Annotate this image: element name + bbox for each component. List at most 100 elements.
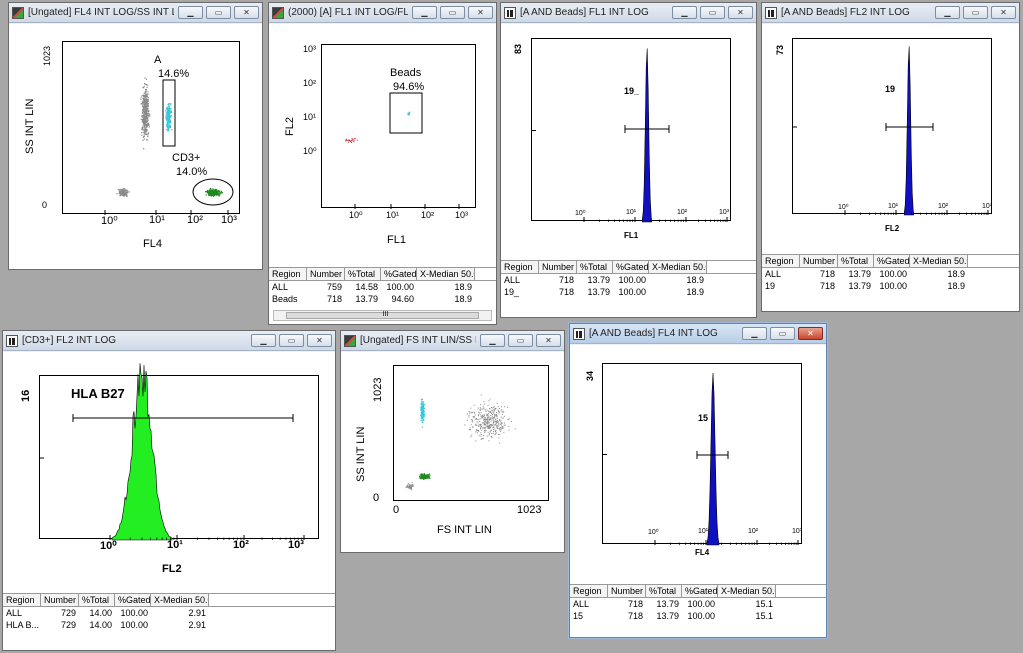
gate-a-event-dot [170, 120, 172, 122]
stats-row[interactable]: ALL 759 14.58 100.00 18.9 [269, 281, 496, 293]
x-axis-label: FL4 [695, 548, 710, 557]
gate-a-event-dot [422, 413, 424, 415]
window-fs-ss-dotplot[interactable]: [Ungated] FS INT LIN/SS INT L... ▁ ▭ ✕ S… [340, 330, 565, 553]
fs-ss-event-dot [500, 423, 502, 424]
fs-ss-event-dot [497, 424, 499, 426]
ss-event-dot [145, 117, 148, 120]
fs-ss-event-dot [501, 427, 503, 429]
plot-area: 10³ 10² 10¹ 10⁰ FL2 10⁰ 10¹ 10² 10³ FL1 … [269, 24, 496, 324]
fs-ss-event-dot [470, 424, 472, 426]
debris-event-dot [411, 484, 413, 486]
fs-ss-event-dot [470, 407, 472, 409]
close-button[interactable]: ✕ [468, 6, 493, 19]
ss-event-dot [145, 111, 147, 113]
window-fl2-histogram[interactable]: [A AND Beads] FL2 INT LOG ▁ ▭ ✕ 73 19 10… [761, 2, 1020, 312]
fs-ss-event-dot [504, 422, 506, 424]
close-button[interactable]: ✕ [307, 334, 332, 347]
gate-a-event-dot [423, 411, 426, 413]
minimize-button[interactable]: ▁ [412, 6, 437, 19]
dotplot-frame[interactable] [62, 41, 240, 215]
gate-a-pct: 14.6% [158, 68, 190, 80]
fs-ss-event-dot [470, 411, 472, 413]
minimize-button[interactable]: ▁ [251, 334, 276, 347]
stats-cell: 718 [627, 611, 643, 621]
title-bar[interactable]: (2000) [A] FL1 INT LOG/FL2 INT... ▁ ▭ ✕ [269, 3, 496, 23]
ss-event-dot [144, 77, 146, 79]
maximize-button[interactable]: ▭ [508, 334, 533, 347]
window-fl4-ss-dotplot[interactable]: [Ungated] FL4 INT LOG/SS INT LIN ▁ ▭ ✕ S… [8, 2, 263, 270]
scrollbar-thumb[interactable]: III [286, 311, 479, 319]
histogram-frame[interactable] [39, 363, 319, 541]
histogram-frame[interactable] [602, 363, 802, 546]
title-bar[interactable]: [Ungated] FL4 INT LOG/SS INT LIN ▁ ▭ ✕ [9, 3, 262, 23]
stats-row[interactable]: ALL 718 13.79 100.00 18.9 [762, 268, 1019, 280]
gate-a-event-dot [421, 401, 423, 403]
fs-ss-event-dot [496, 422, 498, 424]
histogram-frame[interactable] [531, 38, 731, 223]
fs-ss-event-dot [495, 414, 497, 416]
window-fl1-fl2-dotplot[interactable]: (2000) [A] FL1 INT LOG/FL2 INT... ▁ ▭ ✕ … [268, 2, 497, 325]
stats-header-cell: %Total [646, 585, 682, 597]
window-title: (2000) [A] FL1 INT LOG/FL2 INT... [288, 7, 408, 18]
maximize-button[interactable]: ▭ [440, 6, 465, 19]
fs-ss-event-dot [488, 422, 490, 424]
minimize-button[interactable]: ▁ [935, 6, 960, 19]
title-bar[interactable]: [A AND Beads] FL2 INT LOG ▁ ▭ ✕ [762, 3, 1019, 23]
window-fl4-histogram[interactable]: [A AND Beads] FL4 INT LOG ▁ ▭ ✕ 34 15 10… [569, 323, 827, 638]
window-cd3-fl2-histogram[interactable]: [CD3+] FL2 INT LOG ▁ ▭ ✕ 16 HLA B27 10⁰ … [2, 330, 336, 651]
stats-row[interactable]: ALL 718 13.79 100.00 15.1 [570, 598, 826, 610]
title-bar[interactable]: [A AND Beads] FL1 INT LOG ▁ ▭ ✕ [501, 3, 756, 23]
minimize-button[interactable]: ▁ [742, 327, 767, 340]
gate-a-event-dot [422, 411, 424, 413]
fs-ss-event-dot [484, 423, 486, 425]
title-bar[interactable]: [A AND Beads] FL4 INT LOG ▁ ▭ ✕ [570, 324, 826, 344]
stats-row[interactable]: 15 718 13.79 100.00 15.1 [570, 610, 826, 622]
gate-a-event-dot [166, 123, 168, 125]
maximize-button[interactable]: ▭ [963, 6, 988, 19]
stats-header-cell: %Total [577, 261, 613, 273]
gate-a-event-dot [168, 126, 170, 128]
title-bar[interactable]: [CD3+] FL2 INT LOG ▁ ▭ ✕ [3, 331, 335, 351]
close-button[interactable]: ✕ [536, 334, 561, 347]
maximize-button[interactable]: ▭ [206, 6, 231, 19]
gate-a-event-dot [420, 407, 422, 409]
fs-ss-event-dot [494, 414, 496, 415]
stats-row[interactable]: HLA B... 729 14.00 100.00 2.91 [3, 619, 335, 631]
maximize-button[interactable]: ▭ [279, 334, 304, 347]
stats-row[interactable]: 19_ 718 13.79 100.00 18.9 [501, 286, 756, 298]
dotplot-frame[interactable] [321, 44, 476, 209]
stats-row[interactable]: ALL 729 14.00 100.00 2.91 [3, 607, 335, 619]
minimize-button[interactable]: ▁ [480, 334, 505, 347]
stats-cell: 718 [558, 275, 574, 285]
close-button[interactable]: ✕ [234, 6, 259, 19]
fs-ss-event-dot [508, 418, 510, 420]
fs-ss-event-dot [487, 416, 488, 418]
fs-ss-event-dot [488, 400, 490, 402]
fs-ss-event-dot [489, 408, 491, 410]
stats-cell: 18.9 [947, 281, 965, 291]
fs-ss-event-dot [494, 424, 496, 426]
ss-event-dot [147, 104, 149, 106]
histogram-frame[interactable] [792, 38, 992, 216]
close-button[interactable]: ✕ [991, 6, 1016, 19]
ss-event-dot [149, 114, 151, 116]
dotplot-frame[interactable] [393, 365, 549, 501]
fs-ss-event-dot [497, 420, 499, 422]
minimize-button[interactable]: ▁ [178, 6, 203, 19]
gate-a-event-dot [167, 103, 169, 105]
close-button[interactable]: ✕ [728, 6, 753, 19]
stats-row[interactable]: 19 718 13.79 100.00 18.9 [762, 280, 1019, 292]
gate-a-event-dot [421, 399, 423, 401]
title-bar[interactable]: [Ungated] FS INT LIN/SS INT L... ▁ ▭ ✕ [341, 331, 564, 351]
stats-row[interactable]: Beads 718 13.79 94.60 18.9 [269, 293, 496, 305]
window-fl1-histogram[interactable]: [A AND Beads] FL1 INT LOG ▁ ▭ ✕ 83 19_ 1… [500, 2, 757, 318]
fs-ss-event-dot [498, 423, 500, 425]
maximize-button[interactable]: ▭ [770, 327, 795, 340]
minimize-button[interactable]: ▁ [672, 6, 697, 19]
gate-beads-region [389, 92, 423, 134]
close-button[interactable]: ✕ [798, 327, 823, 340]
y-tick-1: 10³ [303, 44, 317, 54]
maximize-button[interactable]: ▭ [700, 6, 725, 19]
stats-row[interactable]: ALL 718 13.79 100.00 18.9 [501, 274, 756, 286]
horizontal-scrollbar[interactable]: III [273, 310, 492, 321]
